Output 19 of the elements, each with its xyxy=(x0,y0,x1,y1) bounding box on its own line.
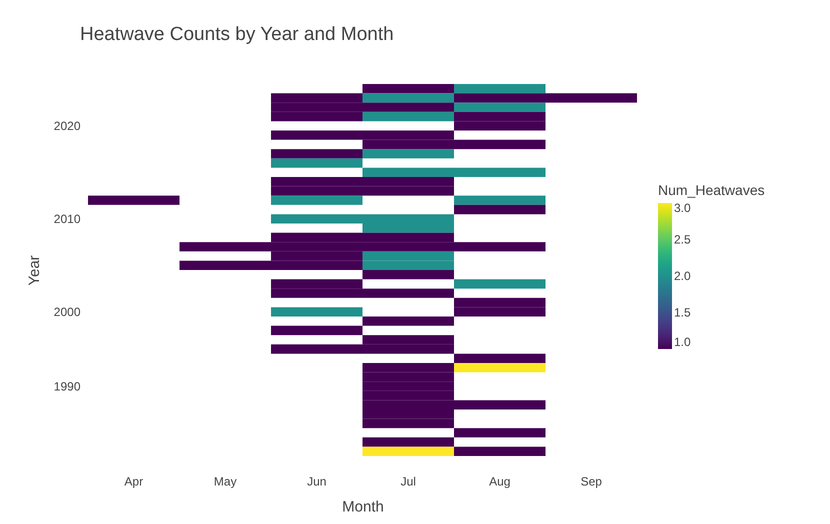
x-tick-label: Jun xyxy=(307,474,326,488)
x-axis-title: Month xyxy=(342,498,384,516)
legend-title: Num_Heatwaves xyxy=(658,182,765,198)
y-tick-label: 2000 xyxy=(54,304,81,319)
color-bar-label: 1.0 xyxy=(674,335,692,349)
color-bar-label: 3.0 xyxy=(674,201,692,215)
x-tick-label: Aug xyxy=(489,474,510,488)
y-axis-title: Year xyxy=(26,255,43,286)
color-bar-label: 1.5 xyxy=(674,306,692,320)
y-tick-label: 2020 xyxy=(54,118,81,133)
color-bar-label: 2.5 xyxy=(674,232,692,246)
y-tick-label: 1990 xyxy=(54,379,81,394)
x-tick-label: Apr xyxy=(124,474,144,488)
x-tick-label: May xyxy=(214,474,237,488)
color-bar-label: 2.0 xyxy=(674,269,692,283)
chart-title: Heatwave Counts by Year and Month xyxy=(80,24,394,46)
x-tick-label: Sep xyxy=(580,474,602,488)
x-tick-label: Jul xyxy=(400,474,416,488)
y-tick-label: 2010 xyxy=(54,212,81,226)
